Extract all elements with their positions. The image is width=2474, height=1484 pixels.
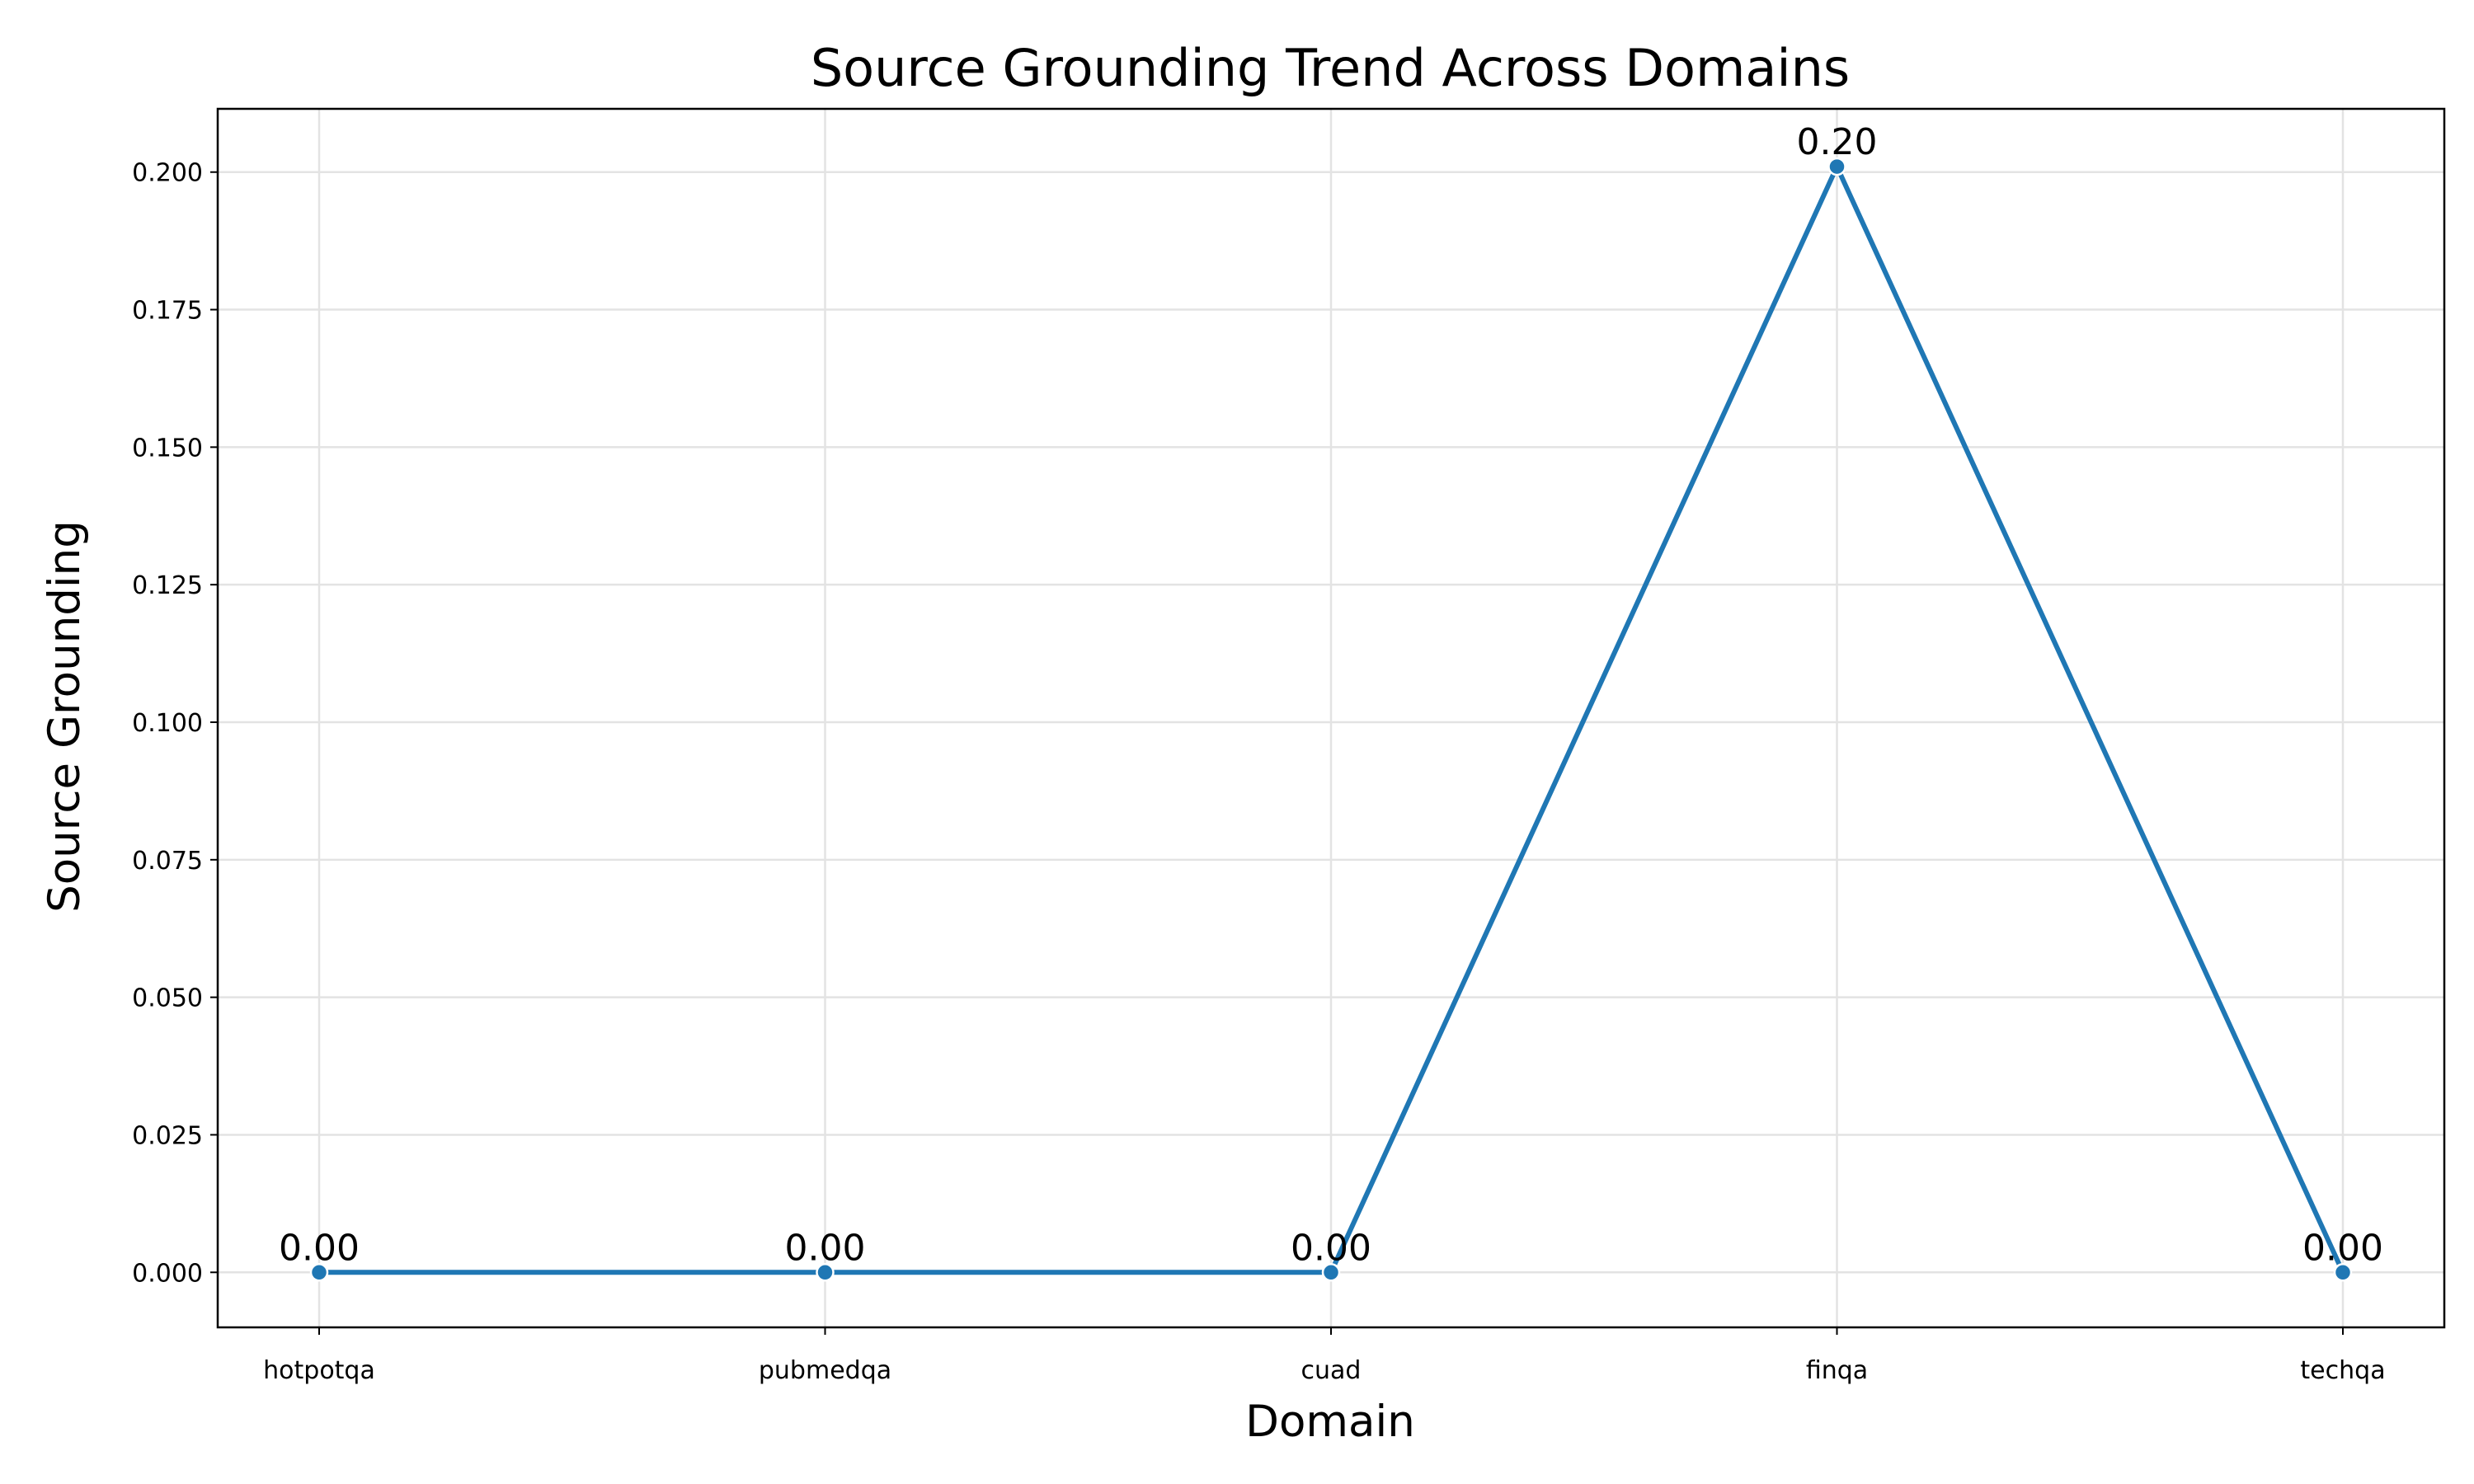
y-tick-label: 0.000 bbox=[132, 1259, 203, 1288]
data-label: 0.00 bbox=[2302, 1227, 2383, 1269]
series-layer bbox=[309, 157, 2353, 1282]
y-axis-label: Source Grounding bbox=[40, 520, 90, 913]
x-tick-label: pubmedqa bbox=[759, 1356, 891, 1385]
data-point bbox=[309, 1263, 329, 1282]
chart-title: Source Grounding Trend Across Domains bbox=[811, 38, 1850, 98]
y-tick-label: 0.075 bbox=[132, 847, 203, 876]
y-tick-label: 0.200 bbox=[132, 159, 203, 188]
plot-area-frame bbox=[216, 107, 2446, 1329]
y-tick-label: 0.125 bbox=[132, 571, 203, 600]
y-tick-label: 0.025 bbox=[132, 1121, 203, 1150]
data-label: 0.00 bbox=[785, 1227, 866, 1269]
x-tick-label: techqa bbox=[2300, 1356, 2385, 1385]
y-tick-label: 0.175 bbox=[132, 297, 203, 326]
y-tick-label: 0.100 bbox=[132, 709, 203, 738]
x-tick-label: cuad bbox=[1301, 1356, 1362, 1385]
data-point bbox=[1827, 157, 1846, 176]
data-point bbox=[2333, 1263, 2353, 1282]
data-label: 0.00 bbox=[279, 1227, 360, 1269]
x-tick-label: hotpotqa bbox=[263, 1356, 375, 1385]
data-labels: 0.00 0.00 0.00 0.20 0.00 bbox=[279, 121, 2383, 1269]
data-label: 0.00 bbox=[1291, 1227, 1371, 1269]
y-tick-label: 0.150 bbox=[132, 434, 203, 463]
axis-ticks: 0.000 0.025 0.050 0.075 0.100 0.125 0.150 0.175… bbox=[132, 159, 2385, 1385]
data-point bbox=[816, 1263, 835, 1282]
x-tick-label: finqa bbox=[1806, 1356, 1868, 1385]
x-axis-label: Domain bbox=[1245, 1397, 1415, 1447]
data-label: 0.20 bbox=[1797, 121, 1878, 163]
data-point bbox=[1321, 1263, 1341, 1282]
grid-lines bbox=[218, 109, 2444, 1327]
y-tick-label: 0.050 bbox=[132, 984, 203, 1013]
